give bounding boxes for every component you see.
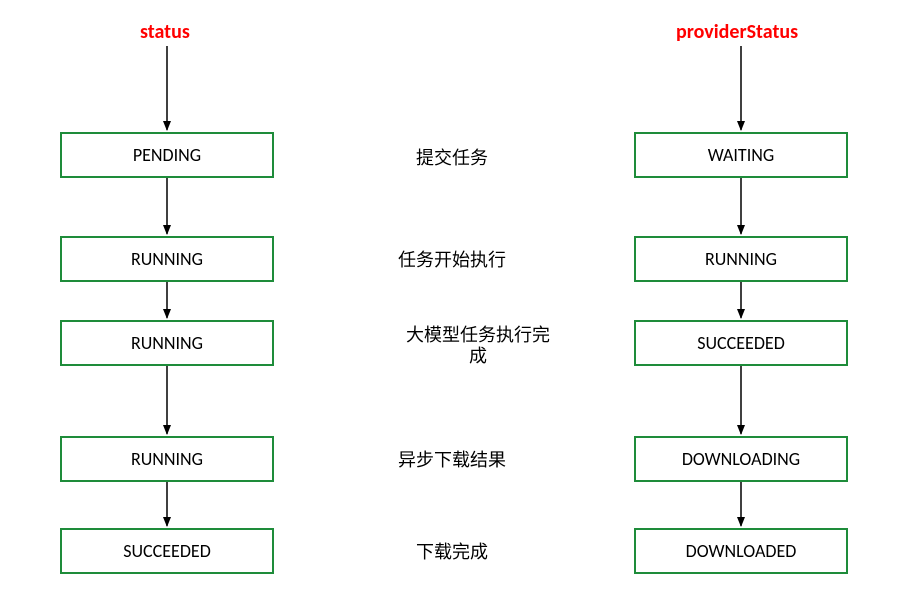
status-box-right-2: SUCCEEDED bbox=[634, 320, 848, 366]
status-box-left-2: RUNNING bbox=[60, 320, 274, 366]
row-label-1: 任务开始执行 bbox=[398, 250, 506, 271]
status-box-right-0: WAITING bbox=[634, 132, 848, 178]
status-box-left-3: RUNNING bbox=[60, 436, 274, 482]
status-box-right-4: DOWNLOADED bbox=[634, 528, 848, 574]
header-status: status bbox=[140, 20, 190, 44]
row-label-0: 提交任务 bbox=[416, 148, 488, 169]
status-box-left-4: SUCCEEDED bbox=[60, 528, 274, 574]
status-box-right-1: RUNNING bbox=[634, 236, 848, 282]
header-provider-status: providerStatus bbox=[676, 20, 798, 44]
row-label-2: 大模型任务执行完成 bbox=[398, 325, 558, 366]
status-box-left-1: RUNNING bbox=[60, 236, 274, 282]
arrows-layer bbox=[0, 0, 909, 616]
status-box-right-3: DOWNLOADING bbox=[634, 436, 848, 482]
row-label-4: 下载完成 bbox=[416, 542, 488, 563]
row-label-3: 异步下载结果 bbox=[398, 450, 506, 471]
status-box-left-0: PENDING bbox=[60, 132, 274, 178]
diagram-container: status providerStatus PENDING WAITING 提交… bbox=[0, 0, 909, 616]
